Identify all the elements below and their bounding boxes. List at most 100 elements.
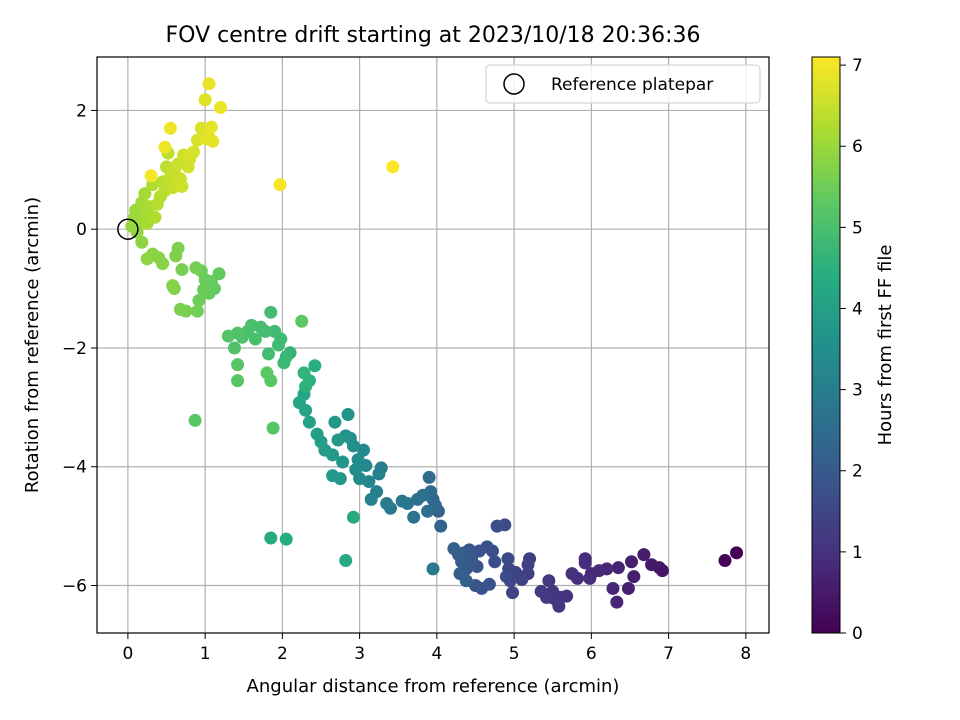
legend-entry-reference: Reference platepar — [551, 75, 713, 95]
data-point — [166, 279, 180, 293]
data-point — [272, 338, 286, 352]
data-point — [346, 510, 360, 524]
y-tick-label: 0 — [76, 220, 87, 240]
data-point — [148, 210, 162, 224]
data-point — [173, 302, 187, 316]
data-point — [295, 314, 309, 328]
x-tick-label: 5 — [509, 644, 520, 664]
colorbar-tick-label: 2 — [852, 462, 863, 482]
legend: Reference platepar — [485, 64, 761, 104]
data-point — [192, 293, 206, 307]
data-point — [175, 179, 189, 193]
data-point — [264, 305, 278, 319]
plot-area — [97, 57, 769, 633]
data-point — [138, 187, 152, 201]
data-point — [169, 249, 183, 263]
data-point — [421, 504, 435, 518]
data-point — [204, 120, 218, 134]
data-point — [565, 567, 579, 581]
y-axis-ticks: −6 −4 −2 0 2 — [62, 101, 97, 596]
data-point — [506, 586, 520, 600]
data-point — [135, 235, 149, 249]
data-point — [606, 581, 620, 595]
data-point — [611, 561, 625, 575]
data-point — [578, 556, 592, 570]
data-point — [730, 546, 744, 560]
data-point — [260, 366, 274, 380]
data-point — [339, 554, 353, 568]
data-point — [188, 413, 202, 427]
data-point — [310, 427, 324, 441]
colorbar-ticks: 0 1 2 3 4 5 6 7 — [840, 56, 863, 644]
data-point — [356, 443, 370, 457]
data-point — [221, 329, 235, 343]
data-point — [214, 100, 228, 114]
data-point — [645, 558, 659, 572]
legend-marker — [503, 73, 525, 95]
data-point — [380, 497, 394, 511]
data-point — [583, 571, 597, 585]
data-point — [542, 574, 556, 588]
data-point — [206, 134, 220, 148]
data-point — [637, 548, 651, 562]
y-tick-label: 2 — [76, 101, 87, 121]
data-point — [625, 555, 639, 569]
data-point — [299, 380, 313, 394]
data-point — [297, 366, 311, 380]
y-tick-label: −2 — [62, 339, 87, 359]
x-tick-label: 3 — [354, 644, 365, 664]
data-point — [459, 574, 473, 588]
x-tick-label: 2 — [277, 644, 288, 664]
data-point — [277, 356, 291, 370]
data-points — [125, 77, 744, 613]
colorbar-tick-label: 4 — [852, 299, 863, 319]
data-point — [175, 263, 189, 277]
data-point — [308, 359, 322, 373]
x-tick-label: 8 — [740, 644, 751, 664]
data-point — [534, 584, 548, 598]
data-point — [422, 470, 436, 484]
data-point — [331, 433, 345, 447]
colorbar-tick-label: 0 — [852, 624, 863, 644]
data-point — [140, 252, 154, 266]
x-tick-label: 0 — [122, 644, 133, 664]
data-point — [163, 121, 177, 135]
data-point — [302, 415, 316, 429]
data-point — [231, 374, 245, 388]
data-point — [264, 531, 278, 545]
x-axis-ticks: 0 1 2 3 4 5 6 7 8 — [122, 633, 751, 664]
data-point — [447, 542, 461, 556]
data-point — [488, 555, 502, 569]
reference-platepar-marker — [117, 218, 139, 240]
data-point — [341, 407, 355, 421]
data-point — [187, 145, 201, 159]
data-point — [198, 93, 212, 107]
colorbar-tick-label: 3 — [852, 381, 863, 401]
data-point — [411, 492, 425, 506]
x-tick-label: 4 — [431, 644, 442, 664]
data-point — [231, 358, 245, 372]
data-point — [351, 453, 365, 467]
chart-title: FOV centre drift starting at 2023/10/18 … — [166, 23, 701, 48]
x-tick-label: 6 — [586, 644, 597, 664]
data-point — [627, 570, 641, 584]
colorbar — [811, 56, 841, 634]
plot-frame — [96, 56, 770, 634]
data-point — [328, 415, 342, 429]
data-point — [194, 121, 208, 135]
y-tick-label: −6 — [62, 576, 87, 596]
data-point — [521, 558, 535, 572]
data-point — [197, 283, 211, 297]
data-point — [158, 140, 172, 154]
data-point — [144, 169, 158, 183]
x-tick-label: 1 — [200, 644, 211, 664]
legend-box — [485, 64, 761, 104]
x-axis-label: Angular distance from reference (arcmin) — [247, 676, 620, 697]
data-point — [718, 554, 732, 568]
data-point — [395, 494, 409, 508]
data-point — [202, 77, 216, 91]
data-point — [189, 261, 203, 275]
y-axis-label: Rotation from reference (arcmin) — [22, 197, 43, 493]
colorbar-tick-label: 7 — [852, 56, 863, 76]
colorbar-tick-label: 5 — [852, 218, 863, 238]
